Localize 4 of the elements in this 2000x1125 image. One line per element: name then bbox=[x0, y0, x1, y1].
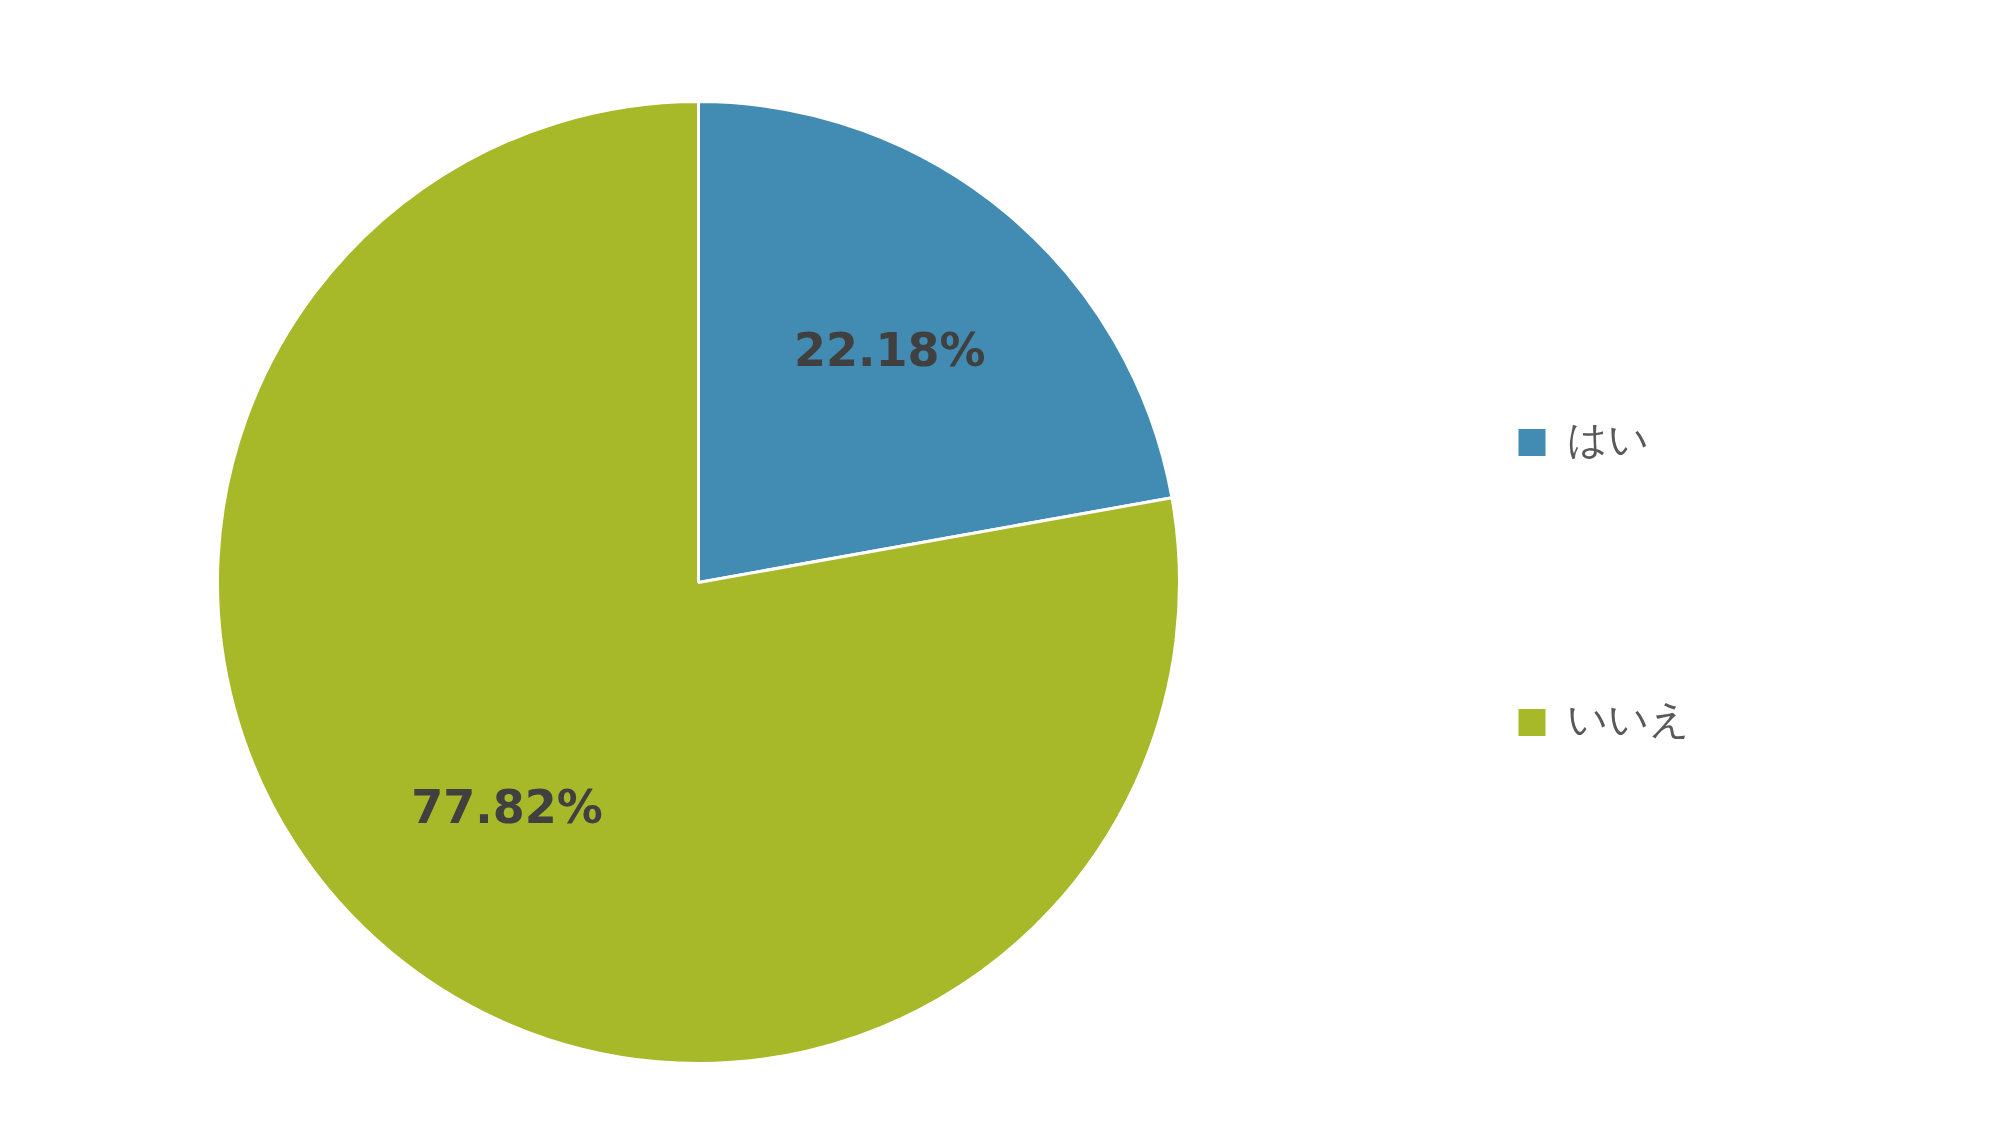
legend-label: はい bbox=[1567, 415, 1649, 462]
data-label: 77.82% bbox=[411, 780, 603, 835]
legend-label: いいえ bbox=[1567, 695, 1690, 742]
data-label: 22.18% bbox=[794, 322, 986, 377]
